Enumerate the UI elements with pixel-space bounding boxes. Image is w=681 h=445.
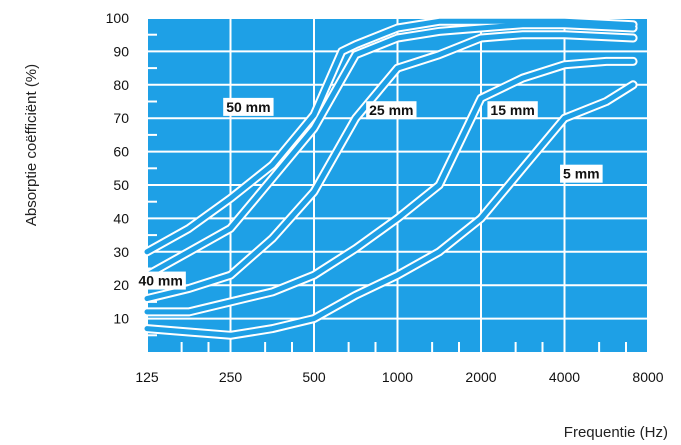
curve-label-25-mm: 25 mm: [369, 102, 413, 118]
x-tick-label-125: 125: [135, 369, 159, 385]
x-tick-label-1000: 1000: [382, 369, 413, 385]
curve-label-bg: [560, 164, 603, 183]
y-tick-label-80: 80: [113, 77, 129, 93]
series-line-5-mm: [144, 82, 636, 338]
y-axis-title: Absorptie coëfficiënt (%): [23, 64, 40, 226]
series-lines: [142, 16, 638, 340]
y-tick-label-30: 30: [113, 244, 129, 260]
series-line-15-mm: [144, 58, 636, 315]
x-tick-labels: 125 250 500 1000 2000 4000 8000: [135, 369, 663, 385]
x-tick-label-4000: 4000: [549, 369, 580, 385]
curve-label-50-mm: 50 mm: [226, 99, 270, 115]
x-tick-label-500: 500: [302, 369, 326, 385]
series-line-50-mm: [144, 18, 636, 255]
curve-labels: 50 mm 40 mm 25 mm 15 mm 5 mm: [135, 97, 603, 290]
curve-label-40-mm: 40 mm: [138, 273, 182, 289]
curve-label-5-mm: 5 mm: [563, 166, 600, 182]
y-tick-label-100: 100: [106, 10, 130, 26]
curve-label-bg: [366, 101, 417, 120]
y-tick-label-40: 40: [113, 210, 129, 226]
curve-label-15-mm: 15 mm: [490, 102, 534, 118]
series-line-40-mm: [144, 22, 636, 278]
tick-marks: [147, 33, 627, 352]
y-tick-label-20: 20: [113, 277, 129, 293]
y-tick-label-50: 50: [113, 177, 129, 193]
series-line-25-mm: [144, 32, 636, 302]
x-tick-label-8000: 8000: [632, 369, 663, 385]
x-tick-label-2000: 2000: [465, 369, 496, 385]
x-tick-label-250: 250: [219, 369, 243, 385]
curve-label-bg: [135, 271, 186, 290]
y-tick-label-60: 60: [113, 144, 129, 160]
y-tick-label-70: 70: [113, 110, 129, 126]
x-axis-title: Frequentie (Hz): [564, 424, 668, 441]
y-tick-labels: 10 20 30 40 50 60 70 80 90 100: [106, 10, 130, 327]
y-tick-label-90: 90: [113, 43, 129, 59]
y-tick-label-10: 10: [113, 311, 129, 327]
curve-label-bg: [223, 97, 274, 116]
curve-label-bg: [487, 101, 538, 120]
